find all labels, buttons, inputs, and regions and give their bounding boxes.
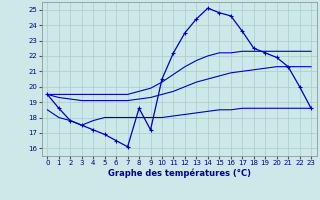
X-axis label: Graphe des températures (°C): Graphe des températures (°C): [108, 169, 251, 178]
